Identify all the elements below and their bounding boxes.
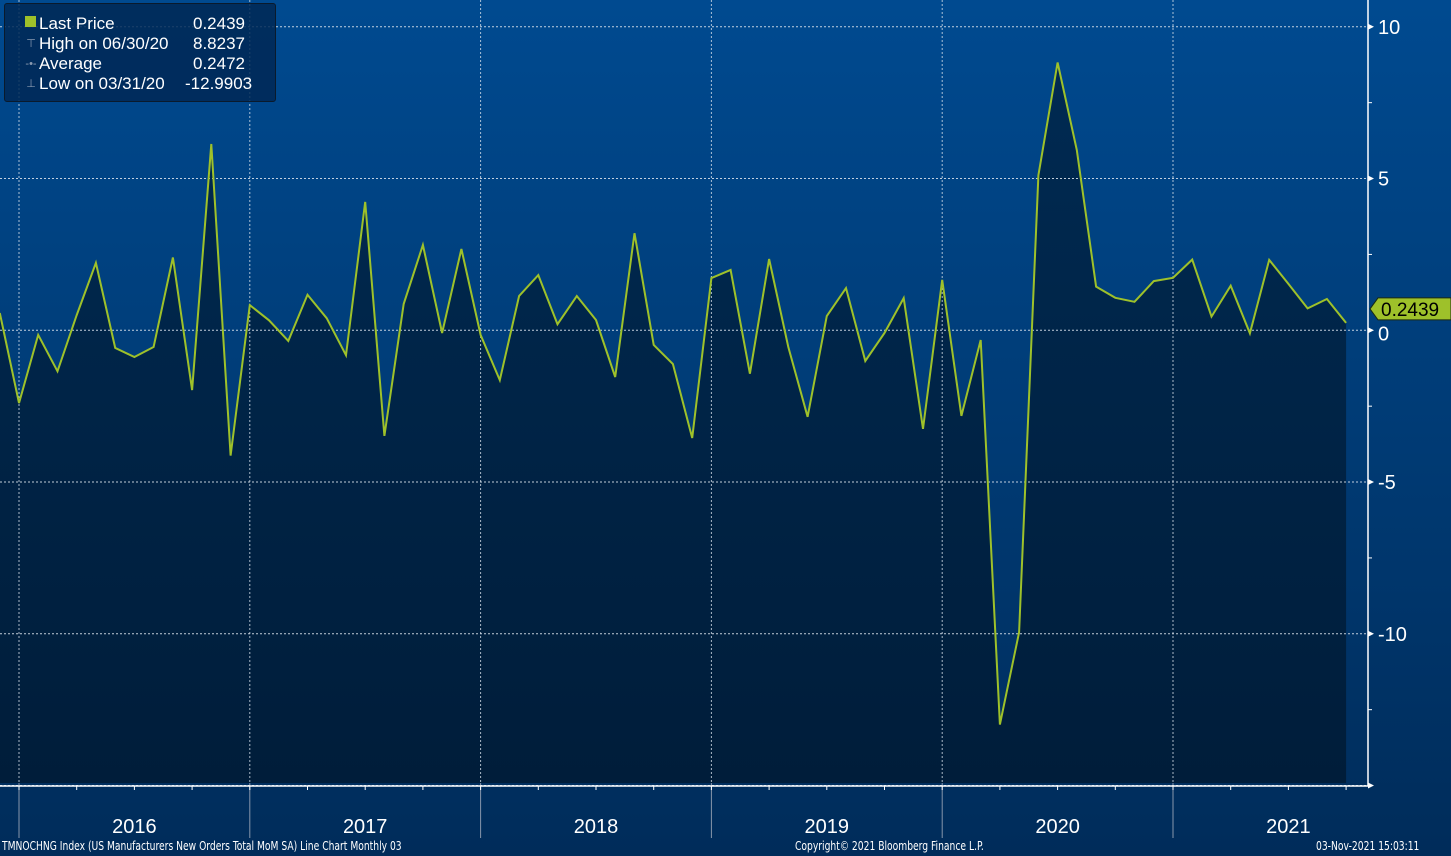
timestamp: 03-Nov-2021 15:03:11 bbox=[1316, 839, 1420, 853]
y-tick-arrow bbox=[1368, 175, 1374, 182]
copyright: Copyright© 2021 Bloomberg Finance L.P. bbox=[795, 839, 984, 853]
y-tick-label: -5 bbox=[1378, 472, 1396, 494]
x-tick-label: 2016 bbox=[112, 816, 157, 838]
x-tick-label: 2017 bbox=[343, 816, 388, 838]
legend-label-last-price: Last Price bbox=[39, 14, 115, 33]
legend-label-low: Low on 03/31/20 bbox=[39, 74, 165, 93]
last-price-badge-label: 0.2439 bbox=[1381, 300, 1439, 321]
chart-description: TMNOCHNG Index (US Manufacturers New Ord… bbox=[2, 839, 402, 853]
y-tick-arrow bbox=[1368, 630, 1374, 637]
legend: Last Price 0.2439 ⊤ High on 06/30/20 8.8… bbox=[4, 3, 276, 102]
y-tick-label: 10 bbox=[1378, 17, 1400, 39]
x-tick-label: 2018 bbox=[574, 816, 619, 838]
legend-label-average: Average bbox=[39, 54, 103, 73]
y-tick-label: 5 bbox=[1378, 169, 1389, 191]
x-tick-label: 2021 bbox=[1266, 816, 1311, 838]
y-tick-arrow bbox=[1368, 23, 1374, 30]
y-tick-label: -10 bbox=[1378, 624, 1407, 646]
last-price-swatch-icon bbox=[25, 16, 36, 27]
average-marker-icon: -•- bbox=[25, 58, 37, 70]
legend-label-high: High on 06/30/20 bbox=[39, 34, 169, 53]
y-tick-arrow bbox=[1368, 327, 1374, 334]
y-tick-arrow bbox=[1368, 782, 1374, 789]
x-tick-label: 2019 bbox=[805, 816, 850, 838]
low-marker-icon: ⊥ bbox=[26, 78, 36, 90]
y-tick-arrow bbox=[1368, 479, 1374, 486]
legend-value-low: -12.9903 bbox=[185, 74, 253, 93]
data-line bbox=[0, 62, 1347, 725]
last-price-badge bbox=[1369, 297, 1451, 321]
x-tick-label: 2020 bbox=[1035, 816, 1080, 838]
legend-value-average: 0.2472 bbox=[193, 54, 245, 73]
legend-value-last-price: 0.2439 bbox=[193, 14, 245, 33]
y-tick-label: 0 bbox=[1378, 323, 1389, 345]
high-marker-icon: ⊤ bbox=[26, 38, 36, 50]
legend-value-high: 8.8237 bbox=[193, 34, 245, 53]
area-fill bbox=[0, 62, 1347, 783]
